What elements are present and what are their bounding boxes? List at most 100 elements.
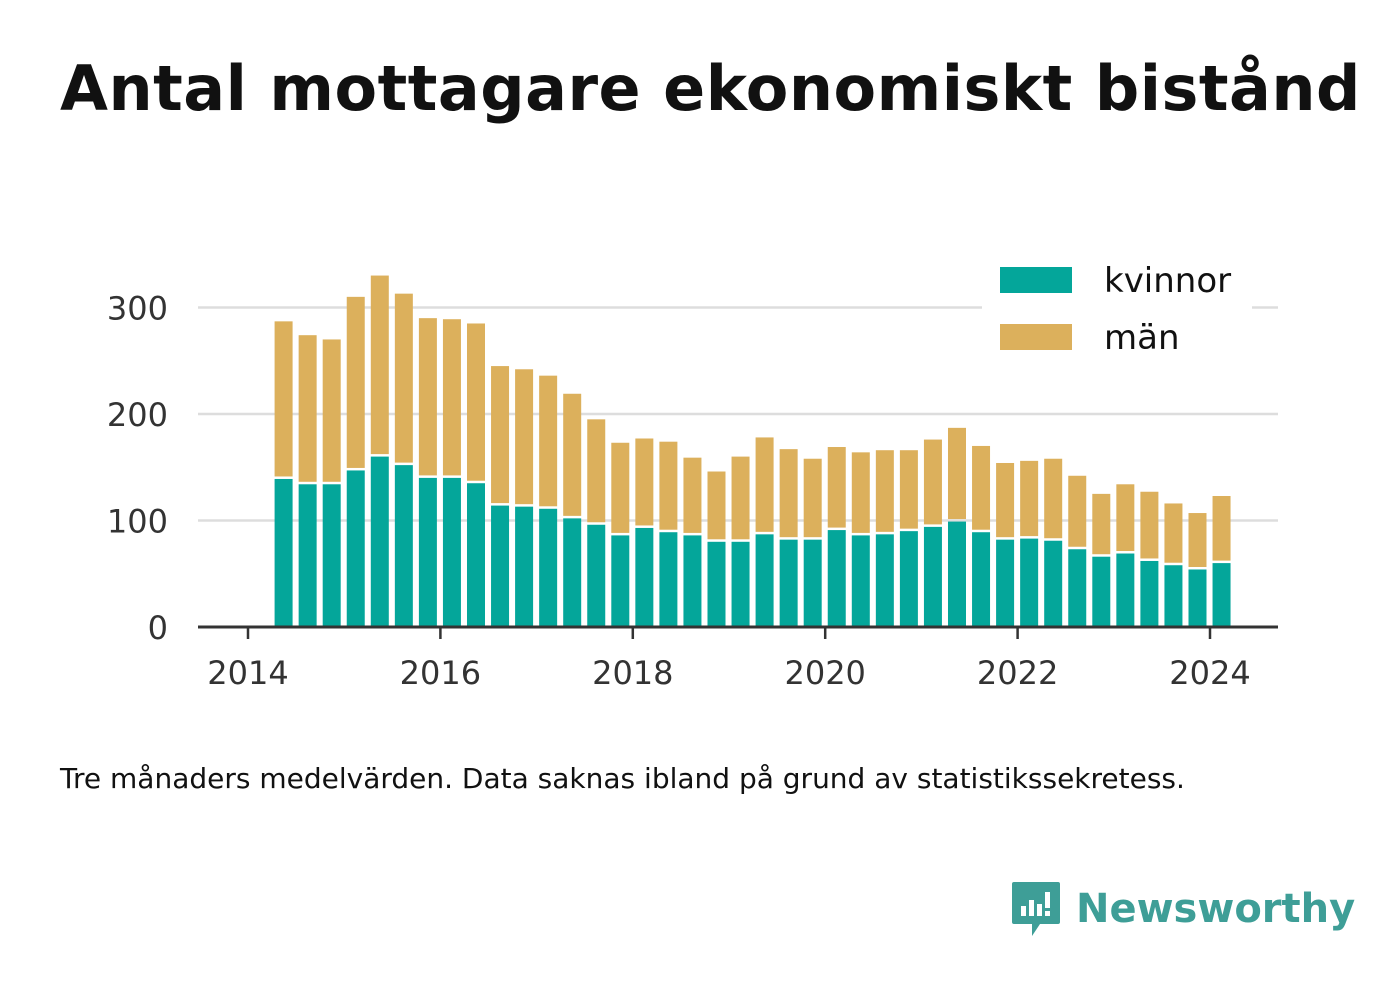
- bar-man: [899, 450, 918, 529]
- bar-kvinnor: [491, 505, 510, 627]
- bar-man: [996, 462, 1015, 538]
- bar-kvinnor: [851, 535, 870, 627]
- bar-kvinnor: [779, 539, 798, 627]
- brand-logo[interactable]: Newsworthy: [1010, 878, 1355, 940]
- footnote: Tre månaders medelvärden. Data saknas ib…: [60, 762, 1185, 795]
- bar-kvinnor: [659, 532, 678, 627]
- legend-label-man: män: [1104, 318, 1180, 358]
- chart-title: Antal mottagare ekonomiskt bistånd: [60, 52, 1361, 125]
- y-axis-labels: 0 100 200 300: [107, 290, 168, 648]
- bar-kvinnor: [466, 483, 485, 627]
- bar-kvinnor: [563, 518, 582, 627]
- bar-man: [1068, 475, 1087, 547]
- bar-man: [515, 369, 534, 505]
- x-tick-label: 2022: [977, 654, 1058, 692]
- bar-man: [635, 438, 654, 526]
- bar-kvinnor: [947, 521, 966, 627]
- bar-kvinnor: [587, 524, 606, 627]
- bar-man: [779, 449, 798, 538]
- bar-man: [1188, 513, 1207, 567]
- bar-man: [1212, 496, 1231, 561]
- bar-man: [947, 427, 966, 520]
- bar-man: [491, 366, 510, 504]
- bar-series: [274, 275, 1231, 627]
- bar-kvinnor: [442, 477, 461, 627]
- bar-man: [370, 275, 389, 455]
- bar-man: [731, 456, 750, 540]
- x-tick-label: 2016: [400, 654, 481, 692]
- bar-man: [466, 323, 485, 481]
- bar-kvinnor: [996, 539, 1015, 627]
- x-axis: 2014 2016 2018 2020 2022 2024: [198, 625, 1278, 692]
- y-tick-label: 200: [107, 396, 168, 434]
- bar-kvinnor: [635, 527, 654, 627]
- bar-kvinnor: [274, 478, 293, 627]
- bar-kvinnor: [1188, 569, 1207, 627]
- bar-man: [563, 393, 582, 516]
- bar-man: [1164, 503, 1183, 563]
- legend: kvinnor män: [982, 252, 1252, 370]
- bar-kvinnor: [827, 530, 846, 627]
- bar-man: [1044, 458, 1063, 539]
- bar-man: [587, 419, 606, 523]
- bar-kvinnor: [515, 506, 534, 627]
- bar-man: [1092, 493, 1111, 555]
- bar-man: [611, 442, 630, 533]
- bar-man: [274, 321, 293, 477]
- brand-name: Newsworthy: [1076, 886, 1356, 932]
- bar-kvinnor: [972, 532, 991, 627]
- bar-man: [923, 439, 942, 525]
- bar-kvinnor: [1164, 565, 1183, 627]
- bar-kvinnor: [370, 456, 389, 627]
- bar-kvinnor: [1116, 553, 1135, 627]
- bar-man: [659, 441, 678, 530]
- bar-man: [394, 293, 413, 463]
- x-tick-label: 2020: [784, 654, 865, 692]
- bar-kvinnor: [755, 534, 774, 627]
- bar-kvinnor: [875, 534, 894, 627]
- bar-kvinnor: [707, 541, 726, 627]
- bar-man: [442, 319, 461, 476]
- y-tick-label: 300: [107, 290, 168, 328]
- bar-man: [1116, 484, 1135, 552]
- bar-man: [972, 445, 991, 530]
- bar-man: [322, 339, 341, 482]
- bar-man: [827, 447, 846, 528]
- y-tick-label: 100: [107, 503, 168, 541]
- bar-kvinnor: [1020, 538, 1039, 627]
- bar-kvinnor: [1092, 556, 1111, 627]
- bar-kvinnor: [611, 535, 630, 627]
- bar-man: [707, 471, 726, 540]
- bar-man: [851, 452, 870, 533]
- bar-kvinnor: [899, 531, 918, 627]
- bar-kvinnor: [394, 465, 413, 627]
- bar-chart: 2014 2016 2018 2020 2022 2024 0 100 200 300 kvin…: [106, 252, 1278, 692]
- bar-kvinnor: [683, 535, 702, 627]
- bar-man: [1020, 460, 1039, 537]
- bar-man: [803, 458, 822, 538]
- bar-kvinnor: [1068, 549, 1087, 627]
- bar-man: [539, 375, 558, 507]
- x-tick-label: 2024: [1169, 654, 1250, 692]
- legend-label-kvinnor: kvinnor: [1104, 261, 1231, 301]
- bar-kvinnor: [1212, 563, 1231, 627]
- bar-man: [755, 437, 774, 532]
- bar-kvinnor: [539, 508, 558, 627]
- bar-kvinnor: [731, 541, 750, 627]
- bar-man: [1140, 491, 1159, 559]
- bar-man: [298, 335, 317, 482]
- bar-kvinnor: [803, 539, 822, 627]
- bar-man: [346, 296, 365, 468]
- y-tick-label: 0: [148, 609, 168, 647]
- bar-man: [875, 450, 894, 532]
- bar-man: [418, 318, 437, 476]
- bar-kvinnor: [923, 526, 942, 627]
- x-tick-label: 2018: [592, 654, 673, 692]
- bar-kvinnor: [298, 484, 317, 627]
- bar-man: [683, 457, 702, 533]
- bar-kvinnor: [1044, 540, 1063, 627]
- bar-kvinnor: [322, 484, 341, 627]
- bar-kvinnor: [418, 477, 437, 627]
- bar-kvinnor: [1140, 560, 1159, 627]
- newsworthy-logo-icon: [1012, 882, 1060, 936]
